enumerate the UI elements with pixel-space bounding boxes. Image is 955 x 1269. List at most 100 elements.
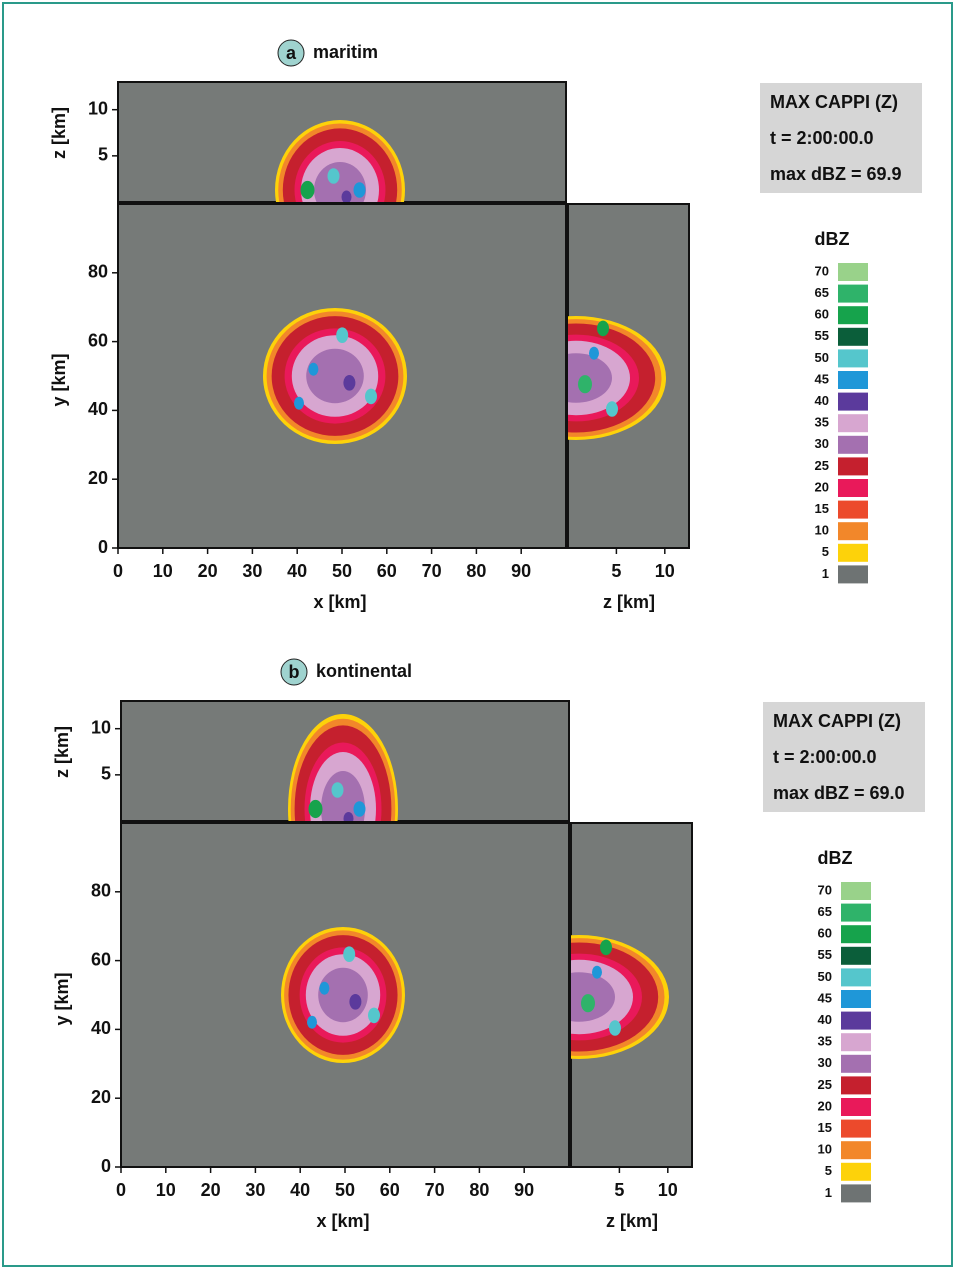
- legend-swatch: [838, 327, 868, 346]
- legend-label: 20: [815, 479, 829, 494]
- legend-label: 10: [815, 523, 829, 538]
- tick-label: 10: [658, 1180, 678, 1200]
- storm-cell: [294, 396, 304, 410]
- legend-swatch: [841, 925, 871, 944]
- axis-label: x [km]: [316, 1211, 369, 1231]
- tick-label: 5: [614, 1180, 624, 1200]
- tick-label: 5: [101, 764, 111, 784]
- tick-label: 80: [88, 262, 108, 282]
- storm-cell: [307, 1015, 317, 1029]
- legend-swatch: [838, 284, 868, 303]
- tick-label: 30: [245, 1180, 265, 1200]
- legend-swatch: [838, 414, 868, 433]
- tick-label: 60: [88, 330, 108, 350]
- storm-cell: [592, 965, 602, 979]
- tick-label: 70: [422, 561, 442, 581]
- legend-label: 1: [825, 1185, 832, 1200]
- legend-label: 65: [815, 285, 829, 300]
- legend-swatch: [841, 1054, 871, 1073]
- axis-label: y [km]: [49, 353, 69, 406]
- legend-swatch: [838, 500, 868, 519]
- legend-label: 5: [825, 1163, 832, 1178]
- axis-label: y [km]: [52, 972, 72, 1025]
- legend-label: 65: [818, 904, 832, 919]
- tick-label: 60: [380, 1180, 400, 1200]
- storm-cell: [319, 981, 330, 995]
- tick-label: 20: [201, 1180, 221, 1200]
- legend-swatch: [841, 1033, 871, 1052]
- storm-cell: [606, 401, 618, 417]
- panel-letter-badge: [277, 39, 305, 67]
- legend-swatch: [838, 371, 868, 389]
- legend-title: dBZ: [818, 848, 853, 868]
- tick-label: 40: [287, 561, 307, 581]
- tick-label: 10: [655, 561, 675, 581]
- legend-swatch: [841, 1011, 871, 1030]
- tick-label: 10: [156, 1180, 176, 1200]
- legend-label: 5: [822, 544, 829, 559]
- storm-layer: [318, 967, 368, 1023]
- legend-label: 50: [815, 350, 829, 365]
- panel: a maritim 0 10 20 30 40 50 60 70 80 90 x [km] 0 20 40 60…: [49, 39, 922, 612]
- tick-label: 10: [91, 717, 111, 737]
- legend-label: 1: [822, 566, 829, 581]
- legend-swatch: [841, 1162, 871, 1181]
- legend-label: 30: [815, 436, 829, 451]
- storm-layer: [314, 162, 366, 202]
- panel-letter-badge: [280, 658, 308, 686]
- tick-label: 10: [153, 561, 173, 581]
- tick-label: 40: [91, 1018, 111, 1038]
- storm-cell: [341, 190, 352, 202]
- legend-swatch: [841, 946, 871, 965]
- legend-title: dBZ: [815, 229, 850, 249]
- legend-label: 15: [815, 501, 829, 516]
- storm-cell: [353, 182, 366, 198]
- storm-cell: [365, 388, 377, 405]
- legend-swatch: [838, 479, 868, 497]
- legend-label: 35: [818, 1034, 832, 1049]
- legend-swatch: [841, 1076, 871, 1095]
- tick-label: 60: [91, 949, 111, 969]
- storm-cell: [597, 320, 609, 337]
- legend-label: 40: [815, 393, 829, 408]
- legend-swatch: [841, 1119, 871, 1138]
- legend-label: 60: [818, 926, 832, 941]
- legend-label: 25: [818, 1077, 832, 1092]
- tick-label: 30: [242, 561, 262, 581]
- storm-yz: [568, 316, 666, 440]
- legend-swatch: [838, 457, 868, 476]
- storm-cell: [308, 799, 323, 819]
- legend-swatch: [838, 543, 868, 562]
- info-line: max dBZ = 69.9: [770, 164, 902, 184]
- legend-label: 40: [818, 1012, 832, 1027]
- legend-label: 45: [818, 990, 832, 1005]
- tick-label: 20: [198, 561, 218, 581]
- axis-label: x [km]: [313, 592, 366, 612]
- tick-label: 80: [91, 881, 111, 901]
- panel-letter: b: [289, 662, 300, 682]
- tick-label: 20: [88, 468, 108, 488]
- info-line: MAX CAPPI (Z): [773, 711, 901, 731]
- storm-yz: [571, 935, 669, 1059]
- legend-label: 55: [818, 947, 832, 962]
- storm-cell: [589, 346, 599, 360]
- panel-letter: a: [286, 43, 297, 63]
- storm-cell: [343, 812, 354, 821]
- info-line: max dBZ = 69.0: [773, 783, 905, 803]
- legend-swatch: [841, 1098, 871, 1116]
- info-box: [763, 702, 925, 812]
- storm-cell: [353, 801, 366, 817]
- storm-cell: [349, 994, 362, 1010]
- storm-cell: [343, 375, 356, 391]
- tick-label: 80: [466, 561, 486, 581]
- tick-label: 40: [290, 1180, 310, 1200]
- tick-label: 5: [98, 145, 108, 165]
- storm-layer: [306, 348, 364, 404]
- axis-label: z [km]: [49, 107, 69, 159]
- legend-label: 20: [818, 1098, 832, 1113]
- legend-label: 50: [818, 969, 832, 984]
- storm-cell: [609, 1020, 621, 1036]
- tick-label: 60: [377, 561, 397, 581]
- info-box: [760, 83, 922, 193]
